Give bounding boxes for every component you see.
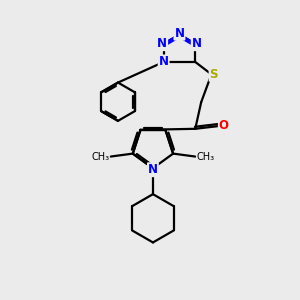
Text: N: N — [174, 27, 184, 40]
Text: N: N — [192, 37, 202, 50]
Text: S: S — [210, 68, 218, 81]
Text: N: N — [157, 37, 167, 50]
Text: N: N — [148, 163, 158, 176]
Text: O: O — [219, 119, 229, 132]
Text: CH₃: CH₃ — [91, 152, 109, 162]
Text: N: N — [159, 56, 169, 68]
Text: CH₃: CH₃ — [197, 152, 215, 162]
